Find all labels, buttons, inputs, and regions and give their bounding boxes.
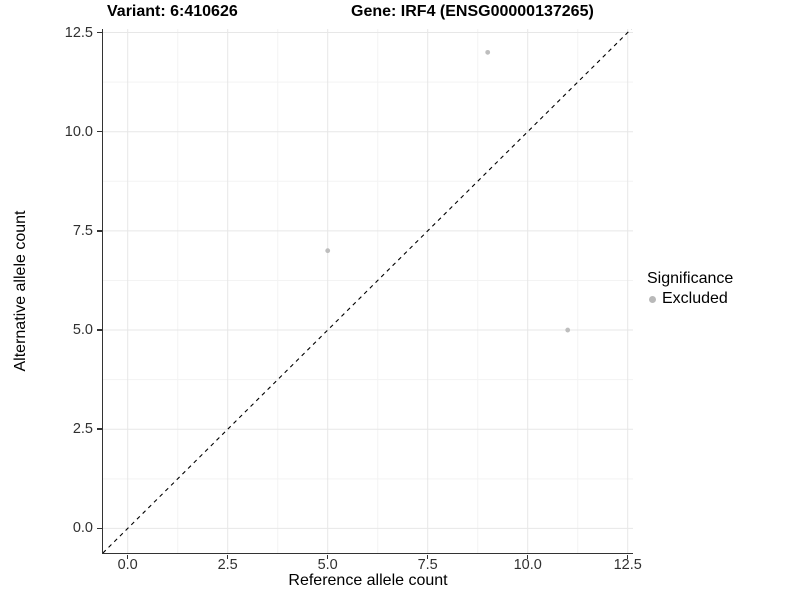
legend: Significance Excluded (645, 270, 733, 308)
data-point (484, 49, 490, 55)
y-tick-label: 12.5 (64, 24, 93, 41)
x-tick-label: 7.5 (417, 557, 438, 573)
legend-title: Significance (647, 270, 734, 287)
x-tick-label: 0.0 (117, 557, 138, 573)
x-tick-mark (126, 554, 129, 559)
x-tick-mark (526, 554, 529, 559)
legend-key-dot-icon (649, 295, 656, 303)
x-tick-mark (326, 554, 329, 559)
y-tick-label: 7.5 (72, 222, 93, 239)
x-tick-mark (626, 554, 629, 559)
legend-item-label: Excluded (662, 290, 728, 307)
y-tick-mark (97, 230, 102, 232)
legend-item-excluded: Excluded (645, 290, 733, 308)
y-tick-label: 2.5 (72, 421, 93, 438)
y-tick-mark (97, 527, 102, 530)
y-tick-label: 0.0 (72, 520, 93, 537)
identity-reference-line (102, 29, 632, 553)
gene-title: Gene: IRF4 (ENSG00000137265) (351, 3, 594, 20)
data-point (564, 327, 570, 333)
x-tick-label: 10.0 (513, 557, 542, 573)
y-axis-label: Alternative allele count (12, 210, 29, 372)
x-tick-label: 5.0 (317, 557, 338, 573)
y-tick-label: 5.0 (72, 322, 93, 339)
y-tick-label: 10.0 (64, 123, 93, 140)
y-tick-mark (97, 31, 102, 34)
y-tick-mark (97, 329, 102, 331)
x-tick-label: 12.5 (613, 557, 642, 573)
data-point (324, 248, 330, 254)
plot-panel (101, 29, 633, 554)
y-tick-mark (97, 130, 102, 133)
y-tick-mark (97, 428, 102, 430)
variant-title: Variant: 6:410626 (107, 3, 238, 20)
plot-canvas (102, 29, 633, 553)
x-axis-label: Reference allele count (288, 572, 448, 589)
x-tick-mark (426, 554, 429, 559)
x-tick-label: 2.5 (217, 557, 238, 573)
x-tick-mark (226, 554, 229, 559)
